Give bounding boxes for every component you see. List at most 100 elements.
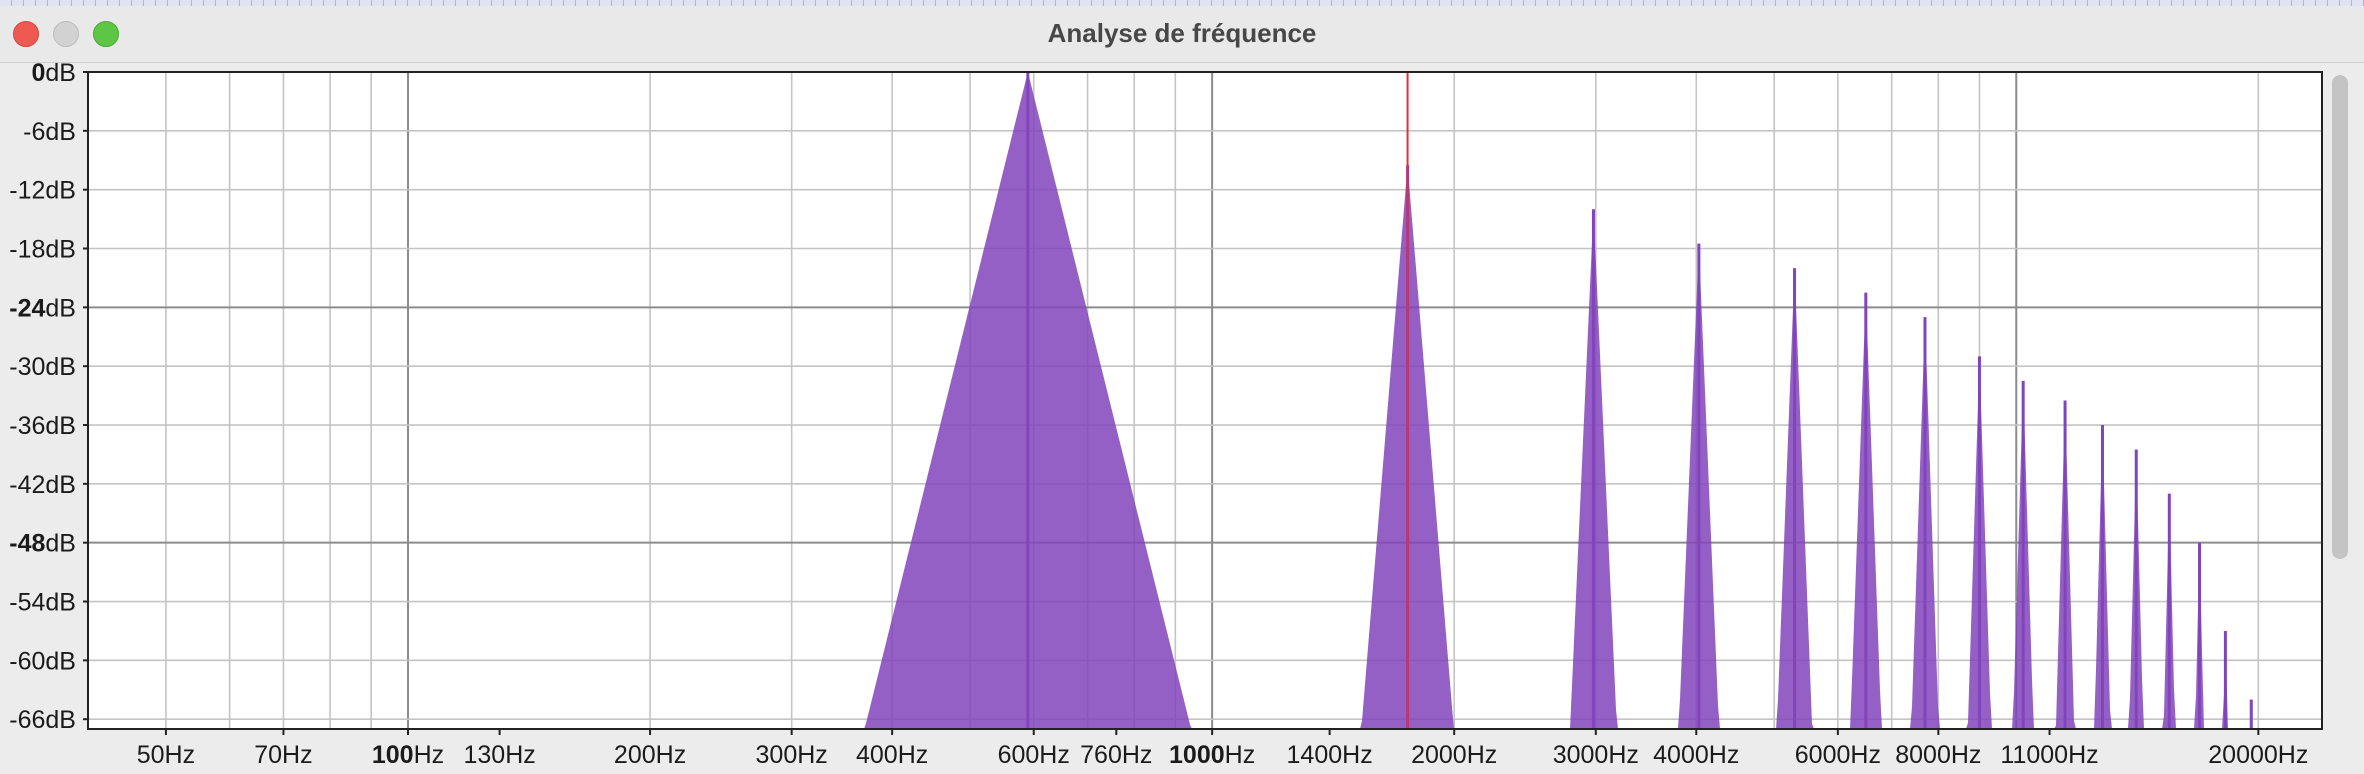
y-tick-label: -66dB xyxy=(9,706,76,734)
x-tick-unit: Hz xyxy=(2278,741,2309,769)
y-tick-label: -54dB xyxy=(9,589,76,617)
y-tick-value: -42 xyxy=(9,471,45,499)
x-tick-value: 6000 xyxy=(1795,741,1851,769)
x-tick-value: 130 xyxy=(463,741,505,769)
window-title: Analyse de fréquence xyxy=(1047,18,1317,48)
y-tick-label: -48dB xyxy=(9,530,76,558)
y-tick-unit: dB xyxy=(45,63,76,87)
x-tick-value: 1400 xyxy=(1287,741,1343,769)
y-tick-value: -18 xyxy=(9,236,45,264)
y-tick-value: -60 xyxy=(9,647,45,675)
spectrum-panel: 0dB -6dB -12dB -18dB -24dB -30dB -36dB -42dB -48… xyxy=(0,63,2364,774)
y-tick-unit: dB xyxy=(45,471,76,499)
x-tick-unit: Hz xyxy=(414,741,445,769)
x-tick-label: 6000Hz xyxy=(1795,741,1881,769)
x-tick-value: 400 xyxy=(856,741,898,769)
y-tick-label: -42dB xyxy=(9,471,76,499)
x-tick-label: 300Hz xyxy=(756,741,828,769)
y-tick-label: -60dB xyxy=(9,647,76,675)
desktop-top-strip xyxy=(0,0,2364,6)
x-tick-value: 4000 xyxy=(1653,741,1709,769)
y-tick-label: -30dB xyxy=(9,353,76,381)
x-tick-unit: Hz xyxy=(898,741,929,769)
x-tick-value: 200 xyxy=(614,741,656,769)
x-tick-label: 200Hz xyxy=(614,741,686,769)
x-tick-value: 300 xyxy=(756,741,798,769)
x-tick-value: 50 xyxy=(137,741,165,769)
y-tick-unit: dB xyxy=(45,589,76,617)
plot-frame xyxy=(87,71,2323,730)
y-tick-value: -6 xyxy=(23,118,45,146)
x-tick-unit: Hz xyxy=(797,741,828,769)
y-tick-unit: dB xyxy=(45,294,76,322)
x-tick-label: 20000Hz xyxy=(2208,741,2308,769)
x-tick-unit: Hz xyxy=(1122,741,1153,769)
x-tick-value: 20000 xyxy=(2208,741,2278,769)
x-tick-unit: Hz xyxy=(1342,741,1373,769)
x-tick-unit: Hz xyxy=(2068,741,2099,769)
y-tick-label: -6dB xyxy=(23,118,76,146)
y-tick-unit: dB xyxy=(45,177,76,205)
y-tick-label: -12dB xyxy=(9,177,76,205)
y-tick-value: -54 xyxy=(9,589,45,617)
y-tick-value: -66 xyxy=(9,706,45,734)
x-tick-label: 1400Hz xyxy=(1287,741,1373,769)
y-tick-label: -36dB xyxy=(9,412,76,440)
y-tick-label: -18dB xyxy=(9,236,76,264)
x-tick-value: 100 xyxy=(372,741,414,769)
x-tick-value: 760 xyxy=(1080,741,1122,769)
x-tick-value: 70 xyxy=(254,741,282,769)
vertical-scrollbar[interactable] xyxy=(2330,71,2350,631)
x-tick-unit: Hz xyxy=(1850,741,1881,769)
y-tick-unit: dB xyxy=(45,530,76,558)
y-tick-unit: dB xyxy=(45,353,76,381)
title-bar: Analyse de fréquence xyxy=(0,6,2364,63)
y-tick-unit: dB xyxy=(45,412,76,440)
zoom-window-button[interactable] xyxy=(93,21,119,47)
minimize-window-button[interactable] xyxy=(53,21,79,47)
x-tick-unit: Hz xyxy=(282,741,313,769)
close-window-button[interactable] xyxy=(13,21,39,47)
x-tick-unit: Hz xyxy=(165,741,196,769)
x-tick-unit: Hz xyxy=(1225,741,1256,769)
x-tick-value: 1000 xyxy=(1169,741,1225,769)
y-tick-unit: dB xyxy=(45,236,76,264)
x-tick-label: 2000Hz xyxy=(1411,741,1497,769)
x-tick-label: 4000Hz xyxy=(1653,741,1739,769)
x-tick-label: 8000Hz xyxy=(1895,741,1981,769)
x-tick-label: 3000Hz xyxy=(1553,741,1639,769)
x-tick-value: 2000 xyxy=(1411,741,1467,769)
y-tick-value: -36 xyxy=(9,412,45,440)
y-tick-value: -48 xyxy=(9,530,45,558)
x-tick-unit: Hz xyxy=(656,741,687,769)
x-tick-label: 130Hz xyxy=(463,741,535,769)
y-tick-unit: dB xyxy=(45,118,76,146)
y-tick-value: -30 xyxy=(9,353,45,381)
x-tick-label: 11000Hz xyxy=(2000,741,2098,769)
x-tick-value: 600 xyxy=(998,741,1040,769)
plot-background xyxy=(88,72,2322,729)
y-tick-label: -24dB xyxy=(9,294,76,322)
y-tick-value: -12 xyxy=(9,177,45,205)
x-tick-label: 100Hz xyxy=(372,741,444,769)
spectrum-chart: 0dB-6dB-12dB-18dB-24dB-30dB-36dB-42dB-48… xyxy=(9,63,2323,769)
x-tick-label: 70Hz xyxy=(254,741,312,769)
y-tick-unit: dB xyxy=(45,706,76,734)
x-tick-value: 3000 xyxy=(1553,741,1609,769)
x-tick-unit: Hz xyxy=(1951,741,1982,769)
x-tick-unit: Hz xyxy=(1039,741,1070,769)
y-tick-unit: dB xyxy=(45,647,76,675)
y-tick-label: 0dB xyxy=(32,63,77,87)
spectrum-area xyxy=(88,72,2322,730)
x-tick-unit: Hz xyxy=(1608,741,1639,769)
x-tick-label: 400Hz xyxy=(856,741,928,769)
x-tick-label: 600Hz xyxy=(998,741,1070,769)
x-tick-label: 760Hz xyxy=(1080,741,1152,769)
x-tick-label: 50Hz xyxy=(137,741,195,769)
y-tick-value: -24 xyxy=(9,294,45,322)
x-tick-value: 11000 xyxy=(2000,741,2068,769)
y-tick-value: 0 xyxy=(32,63,46,87)
scrollbar-thumb[interactable] xyxy=(2332,75,2348,559)
x-tick-unit: Hz xyxy=(505,741,536,769)
x-tick-label: 1000Hz xyxy=(1169,741,1255,769)
